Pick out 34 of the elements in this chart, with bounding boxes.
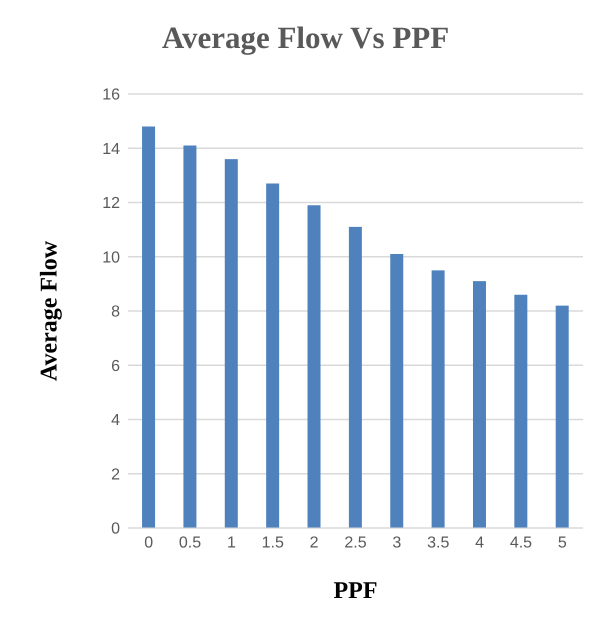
y-axis-title: Average Flow [36, 240, 63, 382]
y-tick-label: 2 [111, 466, 120, 484]
x-tick-label: 3 [392, 534, 402, 552]
x-tick-label: 0 [144, 534, 154, 552]
x-tick-label: 3.5 [427, 534, 450, 552]
chart-title: Average Flow Vs PPF [160, 19, 450, 57]
y-tick-label: 8 [111, 304, 120, 321]
y-tick-label: 6 [111, 358, 120, 375]
x-axis-title: PPF [334, 578, 378, 604]
bar [308, 205, 321, 528]
bar [183, 146, 196, 528]
y-tick-label: 16 [102, 86, 120, 104]
x-tick-label: 4 [475, 534, 484, 552]
bar [514, 294, 528, 528]
bar [556, 306, 569, 528]
y-tick-label: 0 [111, 520, 120, 538]
x-tick-label: 2 [310, 534, 319, 552]
x-tick-label: 5 [558, 534, 567, 552]
y-tick-label: 10 [102, 249, 120, 266]
x-tick-label: 2.5 [344, 534, 367, 552]
x-tick-label: 1 [226, 534, 236, 552]
bar [142, 126, 156, 528]
bar [472, 281, 486, 528]
y-tick-label: 12 [102, 195, 120, 212]
bar [432, 270, 445, 528]
bar [266, 184, 280, 528]
bar [348, 226, 362, 528]
y-tick-label: 14 [102, 140, 120, 158]
bar [390, 254, 404, 528]
x-tick-label: 4.5 [510, 534, 532, 552]
bar [224, 159, 238, 528]
x-tick-label: 1.5 [262, 534, 284, 552]
y-tick-label: 4 [111, 412, 120, 430]
x-tick-label: 0.5 [178, 534, 202, 552]
